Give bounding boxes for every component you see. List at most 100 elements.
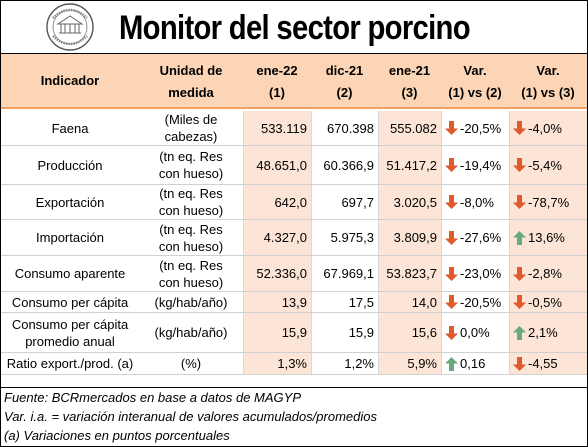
variation-value: -27,6% bbox=[460, 230, 502, 245]
value-ene21-cell: 555.082 bbox=[378, 111, 441, 145]
variation-value: -4,0% bbox=[528, 120, 562, 136]
value-ene22-cell: 533.119 bbox=[243, 111, 311, 145]
unit-text: (Miles de cabezas) bbox=[164, 112, 218, 144]
value-dic21-text: 17,5 bbox=[348, 294, 374, 310]
title-row: Monitor del sector porcino bbox=[1, 1, 587, 54]
value-ene21-text: 3.020,5 bbox=[393, 194, 437, 210]
header-col-2: ene-22 (1) bbox=[243, 54, 311, 109]
header-label: Var. bbox=[536, 63, 560, 78]
indicator-text: Exportación bbox=[35, 194, 105, 210]
table-row: Consumo per cápita (kg/hab/año) 13,9 17,5 14… bbox=[1, 292, 587, 313]
table-row: Faena (Miles de cabezas) 533.119 670.398 555.… bbox=[1, 111, 587, 146]
arrow-down-icon bbox=[513, 266, 526, 281]
arrow-up-icon bbox=[445, 356, 458, 371]
arrow-down-icon bbox=[445, 230, 458, 245]
indicator-cell: Ratio export./prod. (a) bbox=[1, 353, 139, 374]
variation-value: 0,0% bbox=[460, 325, 490, 340]
arrow-down-icon bbox=[445, 325, 458, 340]
var-1vs2-cell: 0,0% bbox=[441, 313, 509, 352]
table-body: Faena (Miles de cabezas) 533.119 670.398 555.… bbox=[1, 111, 587, 386]
unit-cell: (%) bbox=[139, 353, 243, 374]
variation-value: 2,1% bbox=[528, 325, 558, 340]
arrow-down-icon bbox=[513, 121, 526, 135]
var-1vs2-cell: -20,5% bbox=[441, 292, 509, 312]
indicator-cell: Consumo per cápita promedio anual bbox=[1, 313, 139, 352]
variation-value: -4,55 bbox=[528, 356, 558, 371]
arrow-up-icon bbox=[513, 230, 526, 245]
arrow-down-icon bbox=[445, 266, 458, 281]
table-row: Consumo aparente (tn eq. Res con hueso) 52.… bbox=[1, 256, 587, 292]
var-1vs2-cell: -8,0% bbox=[441, 185, 509, 219]
value-ene22-cell: 4.327,0 bbox=[243, 220, 311, 255]
arrow-down-icon bbox=[445, 121, 458, 135]
header-col-0: Indicador bbox=[1, 54, 139, 109]
value-ene22-cell: 642,0 bbox=[243, 185, 311, 219]
unit-cell: (Miles de cabezas) bbox=[139, 111, 243, 145]
indicator-text: Consumo per cápita bbox=[11, 294, 129, 310]
unit-text: (tn eq. Res con hueso) bbox=[158, 186, 224, 218]
unit-cell: (tn eq. Res con hueso) bbox=[139, 220, 243, 255]
footer-source: Fuente: BCRmercados en base a datos de M… bbox=[4, 390, 301, 405]
variation-value: 13,6% bbox=[528, 230, 565, 245]
value-ene21-cell: 3.020,5 bbox=[378, 185, 441, 219]
footer-notes: Fuente: BCRmercados en base a datos de M… bbox=[1, 387, 587, 446]
value-ene22-text: 15,9 bbox=[281, 325, 307, 340]
arrow-down-icon bbox=[513, 295, 526, 309]
page-title: Monitor del sector porcino bbox=[119, 9, 471, 47]
table-row: Importación (tn eq. Res con hueso) 4.327,0 5… bbox=[1, 220, 587, 256]
table-row: Ratio export./prod. (a) (%) 1,3% 1,2% 5,9% 0,… bbox=[1, 353, 587, 375]
unit-text: (kg/hab/año) bbox=[154, 325, 228, 340]
header-sublabel: (3) bbox=[401, 85, 418, 100]
header-label: Unidad de bbox=[159, 63, 223, 78]
value-ene22-text: 1,3% bbox=[277, 356, 307, 371]
value-ene22-text: 52.336,0 bbox=[256, 266, 307, 281]
table-row: Exportación (tn eq. Res con hueso) 642,0 697… bbox=[1, 185, 587, 220]
value-ene21-cell: 14,0 bbox=[378, 292, 441, 312]
arrow-down-icon bbox=[513, 158, 526, 172]
variation-value: -5,4% bbox=[528, 157, 562, 173]
value-ene22-cell: 13,9 bbox=[243, 292, 311, 312]
var-1vs3-cell: -0,5% bbox=[509, 292, 587, 312]
arrow-down-icon bbox=[445, 195, 458, 209]
value-dic21-text: 15,9 bbox=[348, 325, 374, 340]
indicator-cell: Exportación bbox=[1, 185, 139, 219]
value-ene21-text: 555.082 bbox=[390, 120, 437, 136]
variation-value: -19,4% bbox=[460, 157, 502, 173]
table-row: Consumo per cápita promedio anual (kg/hab/… bbox=[1, 313, 587, 353]
value-ene21-cell: 3.809,9 bbox=[378, 220, 441, 255]
value-dic21-cell: 60.366,9 bbox=[311, 146, 378, 184]
indicator-text: Producción bbox=[37, 157, 103, 173]
indicator-text: Consumo aparente bbox=[14, 266, 126, 281]
header-sublabel: (1) vs (2) bbox=[448, 85, 502, 100]
value-ene22-text: 4.327,0 bbox=[263, 230, 307, 245]
value-ene22-cell: 1,3% bbox=[243, 353, 311, 374]
bcr-seal-logo bbox=[46, 3, 94, 51]
variation-value: -8,0% bbox=[460, 194, 494, 210]
value-dic21-cell: 1,2% bbox=[311, 353, 378, 374]
variation-value: -2,8% bbox=[528, 266, 562, 281]
header-label: Var. bbox=[463, 63, 487, 78]
value-dic21-text: 67.969,1 bbox=[323, 266, 374, 281]
header-col-4: ene-21 (3) bbox=[378, 54, 441, 109]
header-col-5: Var. (1) vs (2) bbox=[441, 54, 509, 109]
header-label: Indicador bbox=[40, 73, 100, 88]
variation-value: -0,5% bbox=[528, 294, 562, 310]
value-dic21-cell: 5.975,3 bbox=[311, 220, 378, 255]
header-sublabel: (1) bbox=[269, 85, 285, 100]
value-ene22-text: 48.651,0 bbox=[256, 157, 307, 173]
header-label: ene-21 bbox=[388, 63, 431, 78]
value-dic21-text: 697,7 bbox=[341, 194, 374, 210]
unit-text: (tn eq. Res con hueso) bbox=[158, 149, 224, 181]
value-dic21-cell: 697,7 bbox=[311, 185, 378, 219]
value-ene21-cell: 5,9% bbox=[378, 353, 441, 374]
value-ene21-text: 53.823,7 bbox=[386, 266, 437, 281]
unit-cell: (kg/hab/año) bbox=[139, 292, 243, 312]
unit-text: (tn eq. Res con hueso) bbox=[158, 221, 224, 254]
value-dic21-text: 60.366,9 bbox=[323, 157, 374, 173]
indicator-text: Importación bbox=[36, 230, 104, 245]
arrow-down-icon bbox=[513, 356, 526, 371]
header-sublabel: (2) bbox=[336, 85, 353, 100]
indicator-cell: Importación bbox=[1, 220, 139, 255]
table-row: Producción (tn eq. Res con hueso) 48.651,0 6… bbox=[1, 146, 587, 185]
